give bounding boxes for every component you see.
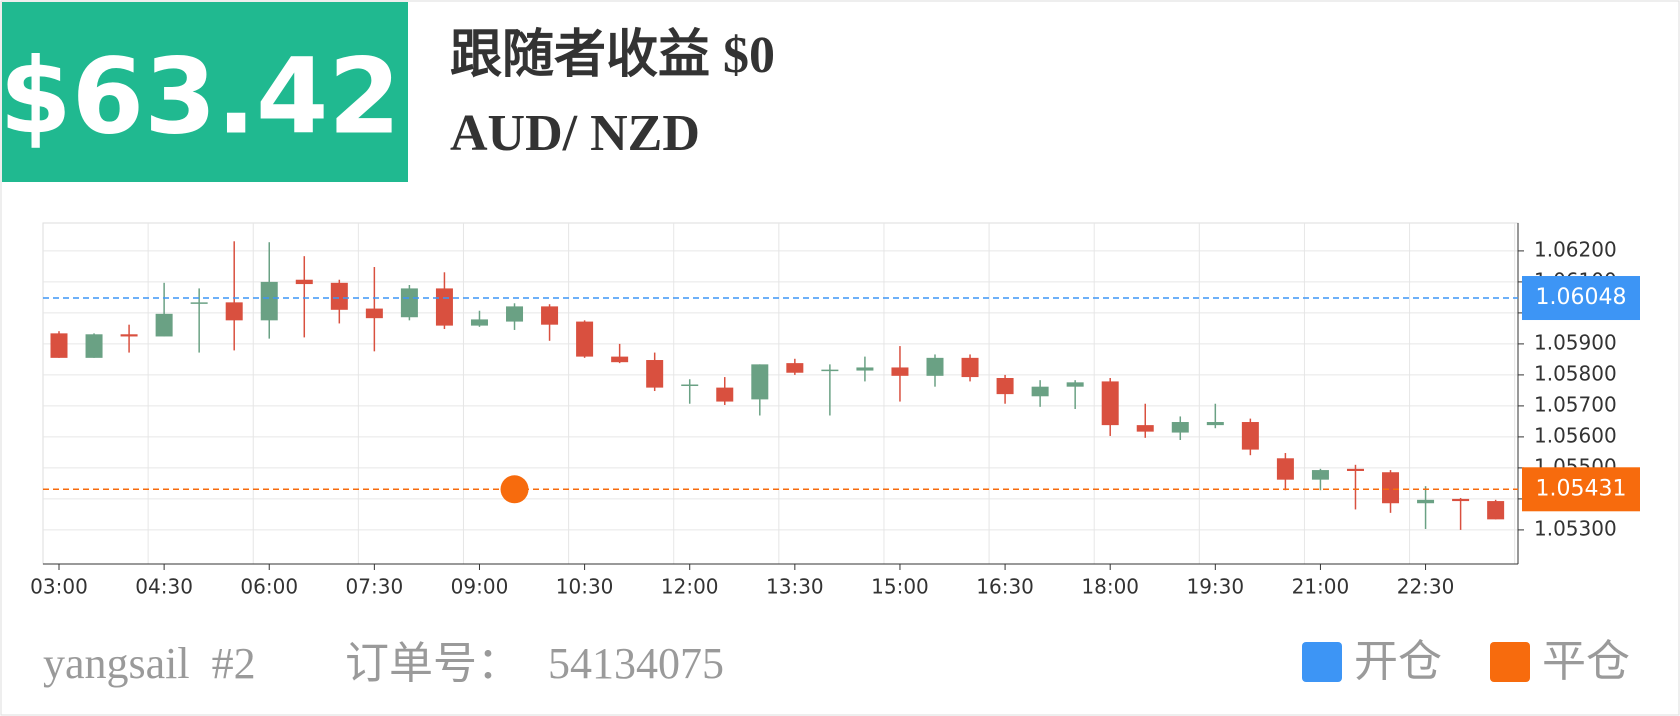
x-tick-label: 22:30	[1397, 575, 1455, 599]
candle-body	[295, 279, 313, 285]
candle-body	[611, 356, 629, 363]
candle-body	[961, 357, 979, 378]
candle-body	[1066, 382, 1084, 387]
candle-body	[576, 321, 594, 357]
y-tick-label: 1.05800	[1534, 361, 1617, 385]
candle-body	[996, 378, 1014, 395]
candle-body	[155, 313, 173, 337]
x-tick-label: 15:00	[871, 575, 929, 599]
profit: $63.42	[0, 35, 401, 157]
y-tick-label: 1.06200	[1534, 237, 1617, 261]
x-tick-label: 19:30	[1186, 575, 1244, 599]
open-price-tag	[1522, 276, 1640, 321]
legend-swatch	[1490, 642, 1530, 682]
y-tick-label: 1.05300	[1534, 516, 1617, 540]
x-tick-label: 13:30	[766, 575, 824, 599]
pair: AUD/ NZD	[450, 105, 700, 162]
open-price-label: 1.06048	[1536, 285, 1627, 310]
x-tick-label: 04:30	[135, 575, 193, 599]
y-tick-label: 1.05600	[1534, 423, 1617, 447]
close-marker	[500, 475, 529, 504]
candle-body	[1031, 386, 1049, 397]
candle-body	[891, 367, 909, 376]
candle-body	[120, 334, 138, 337]
legend-label: 平仓	[1542, 637, 1630, 686]
candle-body	[225, 302, 243, 321]
x-tick-label: 03:00	[30, 575, 88, 599]
x-tick-label: 18:00	[1081, 575, 1139, 599]
close-price-label: 1.05431	[1536, 476, 1627, 501]
candle-body	[190, 302, 208, 304]
x-tick-label: 10:30	[556, 575, 614, 599]
candle-body	[1346, 468, 1364, 471]
candle-body	[856, 367, 874, 371]
x-tick-label: 06:00	[240, 575, 298, 599]
candle-body	[50, 333, 68, 358]
candle-body	[85, 334, 103, 358]
x-tick-label: 09:00	[451, 575, 509, 599]
candle-body	[681, 384, 699, 387]
candle-body	[926, 357, 944, 376]
candle-body	[646, 360, 664, 388]
legend-swatch	[1302, 642, 1342, 682]
candle-body	[1206, 422, 1224, 426]
candle-body	[1101, 381, 1119, 426]
x-tick-label: 21:00	[1292, 575, 1350, 599]
profit-box	[2, 2, 408, 182]
candle-body	[1136, 425, 1154, 432]
candle-body	[1311, 470, 1329, 480]
candle-body	[821, 369, 839, 372]
candle-body	[1452, 498, 1470, 502]
order-number: 54134075	[548, 639, 724, 688]
legend-label: 开仓	[1354, 637, 1442, 686]
close-price-tag	[1522, 467, 1640, 512]
candle-body	[716, 387, 734, 402]
candle-body	[506, 306, 524, 322]
candle-body	[1487, 501, 1505, 520]
candle-body	[786, 363, 804, 373]
candle-body	[1241, 422, 1259, 450]
user: yangsail #2	[43, 639, 256, 688]
follower-profit: 跟随者收益 $0	[450, 26, 775, 84]
y-tick-label: 1.05700	[1534, 392, 1617, 416]
candle-body	[470, 319, 488, 326]
order-label: 订单号：	[345, 639, 521, 688]
candle-body	[330, 282, 348, 310]
candle-body	[751, 364, 769, 400]
y-tick-label: 1.05900	[1534, 330, 1617, 354]
candle-body	[435, 288, 453, 326]
x-tick-label: 12:00	[661, 575, 719, 599]
candle-body	[1382, 472, 1400, 504]
candle-body	[1276, 458, 1294, 480]
candle-body	[400, 288, 418, 318]
candle-body	[1171, 422, 1189, 433]
candle-body	[365, 308, 383, 319]
candle-body	[541, 306, 559, 325]
x-tick-label: 07:30	[346, 575, 404, 599]
x-tick-label: 16:30	[976, 575, 1034, 599]
candle-body	[1417, 499, 1435, 504]
candle-body	[260, 281, 278, 321]
